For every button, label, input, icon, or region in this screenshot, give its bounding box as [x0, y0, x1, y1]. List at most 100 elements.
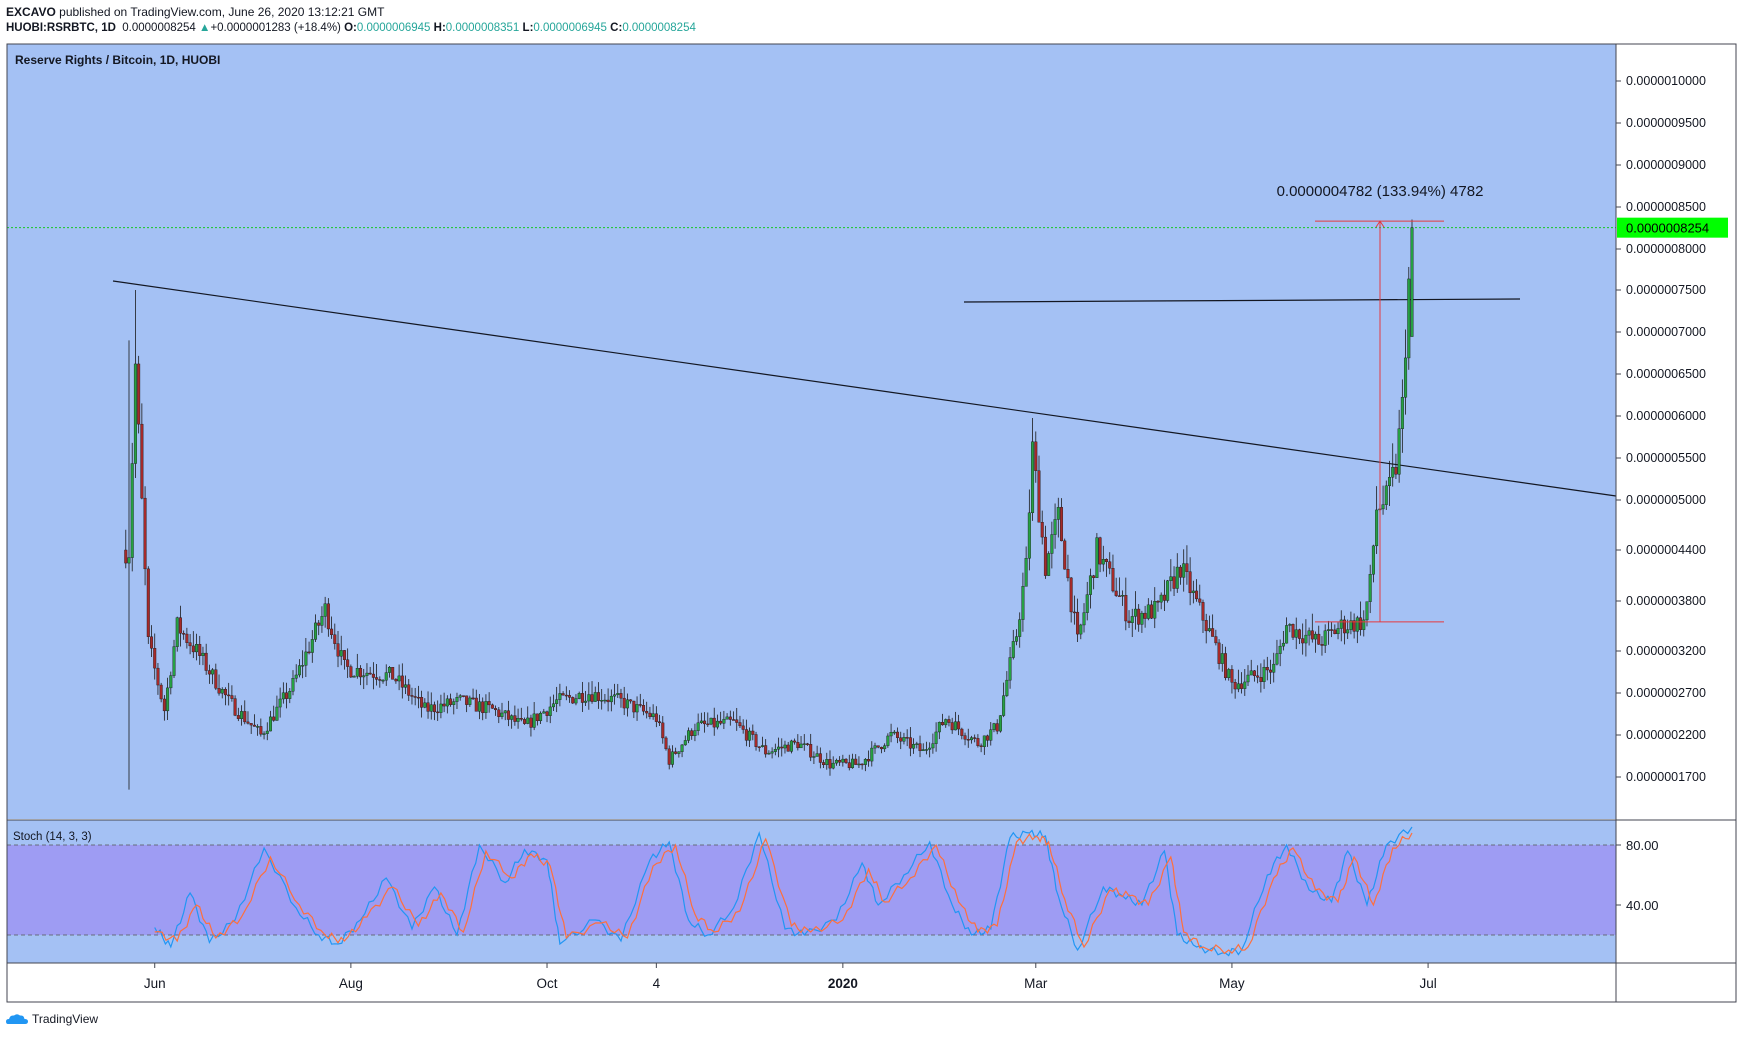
- candle-body: [362, 675, 366, 678]
- candle-body: [1121, 595, 1125, 597]
- candle-body: [1301, 638, 1305, 644]
- candle-body: [555, 699, 559, 704]
- candle-body: [201, 652, 205, 656]
- candle-body: [1317, 633, 1321, 645]
- candle-body: [397, 675, 401, 682]
- candle-body: [825, 759, 829, 766]
- candle-body: [966, 739, 970, 741]
- time-tick-label: Mar: [1024, 976, 1048, 991]
- candle-body: [394, 679, 398, 682]
- candle-body: [767, 752, 771, 755]
- candle-body: [844, 758, 848, 763]
- candle-body: [712, 717, 716, 728]
- candle-body: [1236, 683, 1240, 690]
- candle-body: [989, 729, 993, 741]
- candle-body: [526, 717, 530, 724]
- candle-body: [150, 636, 154, 649]
- candle-body: [1060, 507, 1064, 542]
- candle-body: [773, 749, 777, 752]
- candle-body: [339, 650, 343, 657]
- candle-body: [616, 693, 620, 695]
- author-name[interactable]: EXCAVO: [6, 5, 56, 19]
- candle-body: [1265, 667, 1269, 671]
- candle-body: [1185, 563, 1189, 572]
- candle-body: [1195, 590, 1199, 600]
- candle-body: [359, 668, 363, 678]
- candle-body: [1143, 612, 1147, 619]
- candle-body: [265, 730, 269, 734]
- candle-body: [857, 763, 861, 766]
- candle-body: [156, 667, 160, 686]
- candle-body: [1172, 576, 1176, 589]
- candle-body: [641, 705, 645, 712]
- candle-body: [873, 745, 877, 749]
- stoch-d-line: [154, 832, 1413, 955]
- candle-body: [1346, 629, 1350, 634]
- candle-body: [892, 731, 896, 734]
- candle-body: [1410, 227, 1414, 337]
- tradingview-brand[interactable]: TradingView: [32, 1012, 99, 1026]
- candle-body: [1233, 682, 1237, 690]
- candle-body: [764, 745, 768, 755]
- candle-body: [1275, 653, 1279, 665]
- candle-body: [407, 684, 411, 696]
- candle-body: [172, 646, 176, 676]
- candle-body: [780, 746, 784, 749]
- candle-body: [580, 693, 584, 703]
- candle-body: [461, 695, 465, 697]
- close-label: C:: [610, 22, 623, 34]
- candle-body: [1256, 675, 1260, 678]
- candle-body: [1384, 485, 1388, 505]
- candle-body: [378, 679, 382, 681]
- candle-body: [992, 723, 996, 730]
- candle-body: [934, 731, 938, 744]
- chart-canvas[interactable]: 0.0000008254 0.0000010000 0.0000009500 0.0…: [0, 0, 1742, 1008]
- candle-body: [802, 743, 806, 745]
- footer: TradingView: [6, 1012, 98, 1026]
- candle-body: [539, 712, 543, 722]
- candle-body: [291, 678, 295, 692]
- candle-body: [233, 698, 237, 716]
- trendline-horizontal-resistance: [963, 298, 1521, 303]
- candle-body: [593, 692, 597, 702]
- candle-body: [1188, 571, 1192, 594]
- candle-body: [1047, 553, 1051, 576]
- candle-body: [1326, 629, 1330, 631]
- candle-body: [497, 709, 501, 717]
- candle-body: [198, 644, 202, 656]
- publish-header: EXCAVO published on TradingView.com, Jun…: [6, 5, 384, 19]
- candle-body: [420, 697, 424, 708]
- candle-body: [818, 753, 822, 763]
- candle-body: [1330, 629, 1334, 631]
- candle-body: [1220, 653, 1224, 664]
- candle-body: [677, 751, 681, 754]
- candle-body: [1159, 594, 1163, 603]
- candle-body: [1204, 620, 1208, 632]
- candle-body: [1069, 577, 1073, 613]
- candle-body: [314, 622, 318, 640]
- candle-body: [822, 762, 826, 766]
- open-label: O:: [344, 22, 357, 34]
- candle-body: [1400, 397, 1404, 429]
- candle-body: [1397, 428, 1401, 475]
- candle-body: [1310, 630, 1314, 640]
- candle-body: [387, 667, 391, 673]
- candle-body: [272, 716, 276, 721]
- price-tick-label: 0.0000002200: [1626, 728, 1706, 742]
- candle-body: [391, 667, 395, 680]
- candle-body: [1342, 619, 1346, 634]
- candle-body: [680, 744, 684, 752]
- candle-body: [596, 692, 600, 701]
- candle-body: [870, 747, 874, 762]
- candle-body: [674, 751, 678, 754]
- tradingview-cloud-icon[interactable]: [6, 1013, 28, 1025]
- candle-body: [1066, 568, 1070, 579]
- candle-body: [127, 557, 131, 564]
- candle-body: [320, 616, 324, 626]
- candle-body: [352, 676, 356, 678]
- candle-body: [1088, 575, 1092, 595]
- candle-body: [548, 706, 552, 716]
- candle-body: [439, 703, 443, 713]
- candle-body: [1211, 628, 1215, 637]
- candle-body: [770, 751, 774, 754]
